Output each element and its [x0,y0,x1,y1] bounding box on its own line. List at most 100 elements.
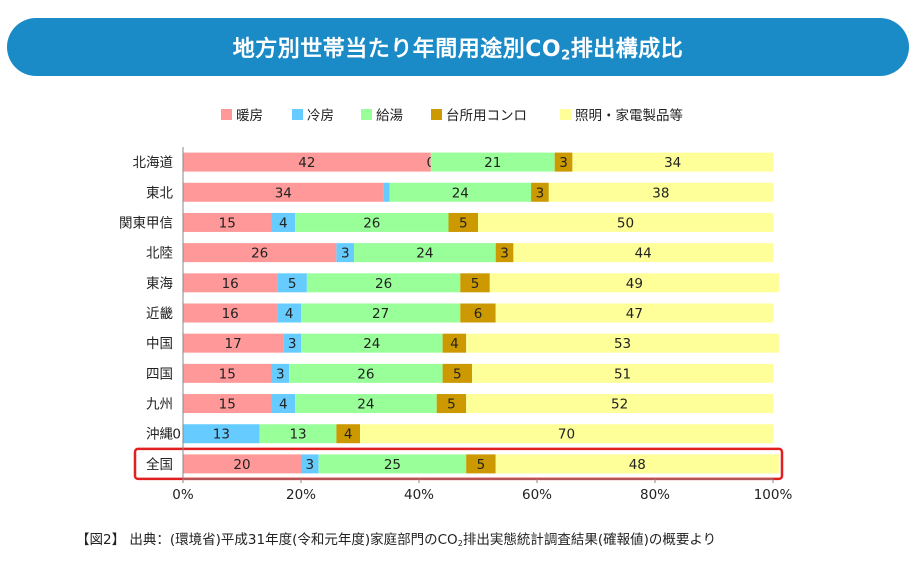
bar-北海道-照明・家電製品等 [572,152,773,172]
data-label-四国-暖房: 15 [219,366,236,382]
data-label-九州-照明・家電製品等: 52 [611,397,628,413]
data-label-関東甲信-冷房: 4 [279,215,288,231]
bar-中国-冷房 [283,333,301,353]
data-label-近畿-台所用コンロ: 6 [474,306,483,322]
data-label-全国-照明・家電製品等: 48 [629,457,646,473]
legend-label-台所用コンロ: 台所用コンロ [446,108,527,124]
bar-近畿-照明・家電製品等 [495,303,773,323]
bar-北陸-台所用コンロ [495,243,514,263]
bar-東海-台所用コンロ [460,273,490,293]
bar-沖縄-冷房 [183,424,260,444]
data-label-近畿-給湯: 27 [372,306,389,322]
data-label-北陸-照明・家電製品等: 44 [635,246,652,262]
bar-沖縄-照明・家電製品等 [360,424,773,444]
category-label-中国: 中国 [146,336,173,352]
bar-東海-暖房 [183,273,278,293]
data-label-全国-台所用コンロ: 5 [477,457,486,473]
bar-九州-台所用コンロ [436,394,467,414]
bar-全国-照明・家電製品等 [495,454,779,474]
data-label-北陸-暖房: 26 [251,246,268,262]
bar-近畿-冷房 [277,303,301,323]
bar-関東甲信-給湯 [295,212,449,232]
data-label-中国-照明・家電製品等: 53 [614,336,631,352]
legend-swatch-給湯 [361,109,372,120]
data-label-四国-給湯: 26 [357,366,374,382]
bar-東北-暖房 [183,182,384,202]
category-label-北海道: 北海道 [133,155,174,171]
data-label-九州-暖房: 15 [219,397,236,413]
data-label-四国-照明・家電製品等: 51 [614,366,631,382]
bar-沖縄-台所用コンロ [336,424,360,444]
bar-四国-冷房 [271,363,290,383]
legend-swatch-冷房 [292,109,303,120]
data-label-近畿-暖房: 16 [222,306,239,322]
chart-title: 地方別世帯当たり年間用途別CO2排出構成比 [232,36,684,64]
data-label-沖縄-照明・家電製品等: 70 [558,427,575,443]
bar-四国-台所用コンロ [442,363,473,383]
bar-中国-照明・家電製品等 [466,333,779,353]
data-label-北陸-給湯: 24 [416,246,433,262]
bar-関東甲信-照明・家電製品等 [478,212,773,232]
data-label-九州-台所用コンロ: 5 [447,397,456,413]
bar-東北-冷房 [383,182,390,202]
bar-近畿-暖房 [183,303,278,323]
data-label-全国-暖房: 20 [233,457,250,473]
x-tick-label-0: 0% [172,487,194,503]
x-tick-label-4: 80% [640,487,670,503]
bar-全国-冷房 [301,454,319,474]
data-label-北海道-照明・家電製品等: 34 [664,155,681,171]
bar-近畿-台所用コンロ [460,303,496,323]
bar-関東甲信-台所用コンロ [448,212,478,232]
bar-近畿-給湯 [301,303,461,323]
bar-九州-照明・家電製品等 [466,394,773,414]
data-label-東北-台所用コンロ: 3 [536,185,545,201]
x-tick-label-5: 100% [754,487,793,503]
data-label-北陸-冷房: 3 [341,246,350,262]
bar-東海-照明・家電製品等 [489,273,779,293]
data-label-九州-冷房: 4 [279,397,288,413]
data-label-東北-照明・家電製品等: 38 [652,185,669,201]
category-label-九州: 九州 [146,397,173,413]
data-label-全国-冷房: 3 [306,457,315,473]
bar-東北-給湯 [389,182,532,202]
bar-四国-給湯 [289,363,443,383]
bar-中国-給湯 [301,333,443,353]
bar-四国-暖房 [183,363,272,383]
data-label-四国-台所用コンロ: 5 [453,366,462,382]
data-label-東海-冷房: 5 [288,276,297,292]
data-label-東海-台所用コンロ: 5 [471,276,480,292]
bar-東北-台所用コンロ [531,182,549,202]
category-label-全国: 全国 [146,456,173,473]
data-label-沖縄-暖房: 0 [172,427,181,443]
data-label-四国-冷房: 3 [276,366,285,382]
x-tick-label-3: 60% [522,487,552,503]
data-label-東北-暖房: 34 [275,185,292,201]
legend-swatch-照明・家電製品等 [560,109,571,120]
bar-全国-暖房 [183,454,301,474]
category-label-東海: 東海 [146,276,173,292]
bar-全国-給湯 [318,454,467,474]
bar-北海道-給湯 [430,152,555,172]
title-banner: 地方別世帯当たり年間用途別CO2排出構成比 [7,18,909,76]
legend-label-給湯: 給湯 [376,107,403,124]
data-label-関東甲信-照明・家電製品等: 50 [617,215,634,231]
data-label-沖縄-給湯: 13 [289,427,306,443]
bar-北陸-給湯 [354,243,496,263]
bar-東海-給湯 [306,273,461,293]
data-label-北海道-給湯: 21 [484,155,501,171]
data-label-沖縄-冷房: 13 [213,427,230,443]
bar-四国-照明・家電製品等 [472,363,773,383]
legend-swatch-暖房 [221,109,232,120]
data-label-東海-照明・家電製品等: 49 [626,276,643,292]
source-note: 【図2】 出典：(環境省)平成31年度(令和元年度)家庭部門のCO2排出実態統計… [76,532,717,549]
bar-中国-暖房 [183,333,284,353]
category-label-四国: 四国 [146,366,173,382]
data-label-北海道-台所用コンロ: 3 [559,155,568,171]
category-label-北陸: 北陸 [146,246,173,262]
bar-九州-暖房 [183,394,272,414]
data-label-関東甲信-給湯: 26 [363,215,380,231]
legend-swatch-台所用コンロ [431,109,442,120]
data-label-北陸-台所用コンロ: 3 [500,246,509,262]
